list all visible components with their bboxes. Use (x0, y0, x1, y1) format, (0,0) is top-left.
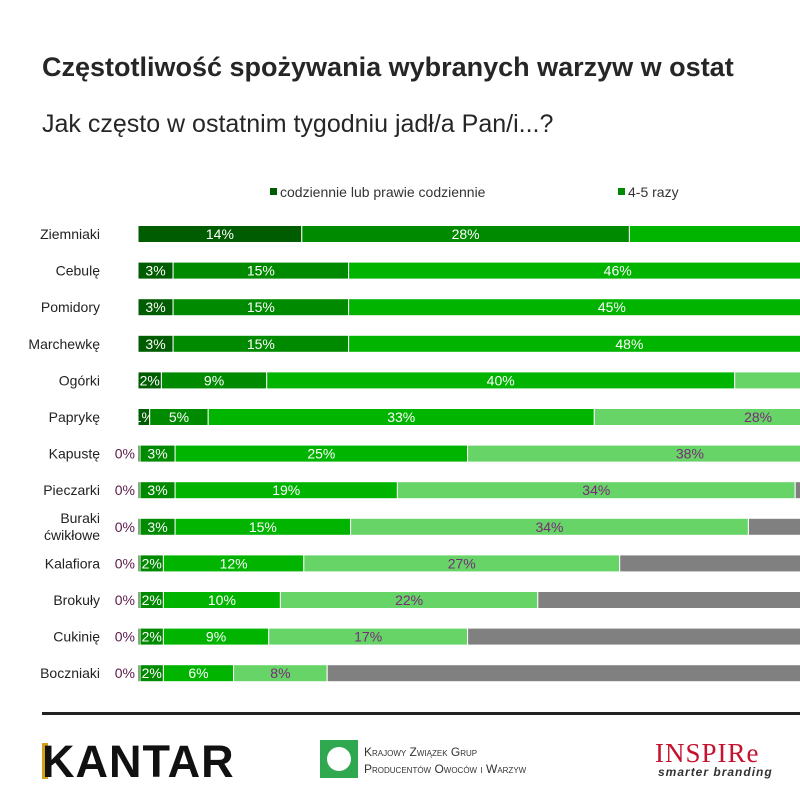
data-label: 2% (142, 555, 162, 571)
category-label: Pieczarki (43, 482, 100, 498)
kzgp-logo-icon (320, 740, 358, 778)
data-label: 6% (188, 665, 208, 681)
data-label: 2% (142, 665, 162, 681)
bar-segment (628, 225, 800, 243)
data-label: 0% (115, 665, 135, 681)
bar-segment (747, 517, 800, 536)
bar-segment (734, 371, 800, 390)
data-label: 1% (134, 409, 154, 425)
data-label: 46% (604, 263, 632, 279)
bar-segment (467, 444, 800, 463)
data-label: 3% (145, 336, 165, 352)
data-label: 3% (147, 519, 167, 535)
data-label: 27% (448, 555, 476, 571)
inspire-logo: INSPIRe (655, 738, 760, 768)
bar-segment (326, 664, 800, 683)
data-label: 12% (220, 555, 248, 571)
chart-subtitle: Jak często w ostatnim tygodniu jadł/a Pa… (42, 110, 554, 138)
bar-segment (537, 591, 800, 609)
legend-label: codziennie lub prawie codziennie (280, 184, 486, 200)
data-label: 2% (140, 372, 160, 388)
bar-segment (348, 334, 800, 353)
data-label: 2% (142, 592, 162, 608)
bar-segment (794, 481, 800, 500)
category-label: ćwikłowe (44, 527, 100, 543)
data-label: 0% (115, 482, 135, 498)
kantar-logo: KANTAR (42, 736, 235, 787)
category-label: Brokuły (53, 592, 100, 608)
chart-title: Częstotliwość spożywania wybranych warzy… (42, 52, 734, 82)
data-label: 28% (744, 409, 772, 425)
data-label: 0% (115, 555, 135, 571)
legend-swatch (270, 188, 277, 195)
bar-segment (467, 627, 800, 646)
data-label: 48% (615, 336, 643, 352)
data-label: 15% (247, 263, 275, 279)
data-label: 34% (535, 519, 563, 535)
data-label: 3% (147, 446, 167, 462)
data-label: 5% (169, 409, 189, 425)
data-label: 0% (115, 446, 135, 462)
bar-segment (348, 261, 800, 280)
data-label: 33% (387, 409, 415, 425)
data-label: 45% (598, 299, 626, 315)
data-label: 17% (354, 629, 382, 645)
legend-label: 4-5 razy (628, 184, 679, 200)
bar-segment (593, 408, 800, 426)
data-label: 40% (487, 372, 515, 388)
category-label: Buraki (60, 510, 100, 526)
data-label: 38% (676, 446, 704, 462)
category-label: Kalafiora (45, 555, 100, 571)
category-label: Boczniaki (40, 665, 100, 681)
data-label: 0% (115, 519, 135, 535)
data-label: 15% (247, 336, 275, 352)
category-label: Paprykę (49, 409, 101, 425)
category-label: Marchewkę (28, 336, 100, 352)
legend-swatch (618, 188, 625, 195)
category-label: Ziemniaki (40, 226, 100, 242)
data-label: 19% (272, 482, 300, 498)
data-label: 28% (452, 226, 480, 242)
data-label: 34% (582, 482, 610, 498)
footer-divider (42, 712, 800, 715)
data-label: 9% (204, 372, 224, 388)
data-label: 3% (145, 299, 165, 315)
bar-segment (348, 298, 800, 317)
category-label: Pomidory (41, 299, 100, 315)
category-label: Cebulę (56, 263, 101, 279)
kzgp-logo-text: Krajowy Związek Grup Producentów Owoców … (364, 745, 527, 776)
data-label: 25% (307, 446, 335, 462)
data-label: 14% (206, 226, 234, 242)
data-label: 0% (115, 629, 135, 645)
category-label: Ogórki (59, 372, 100, 388)
data-label: 15% (247, 299, 275, 315)
stacked-bar-chart: codziennie lub prawie codziennie 4-5 razy… (28, 184, 800, 683)
data-label: 0% (115, 592, 135, 608)
data-label: 9% (206, 629, 226, 645)
data-label: 8% (270, 665, 290, 681)
data-label: 22% (395, 592, 423, 608)
data-label: 3% (145, 263, 165, 279)
category-label: Kapustę (49, 446, 101, 462)
data-label: 2% (142, 629, 162, 645)
data-label: 10% (208, 592, 236, 608)
category-label: Cukinię (53, 629, 100, 645)
inspire-tagline: smarter branding (658, 765, 773, 779)
bar-segment (619, 554, 800, 573)
data-label: 15% (249, 519, 277, 535)
data-label: 3% (147, 482, 167, 498)
